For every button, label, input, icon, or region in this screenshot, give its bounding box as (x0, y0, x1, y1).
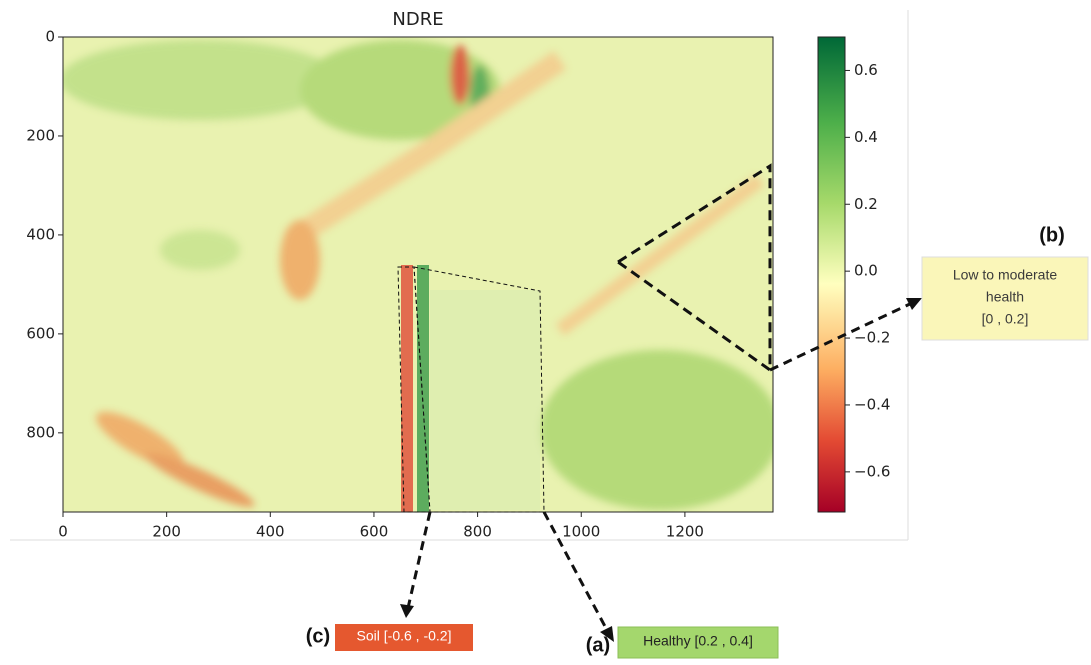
colorbar-tick-label: 0.2 (854, 195, 878, 213)
y-tick-label: 800 (26, 423, 55, 441)
page: {"chart_data": {"type": "image", "title"… (0, 0, 1091, 665)
annotation-tag: (b) (1039, 224, 1065, 246)
x-tick-label: 1200 (666, 523, 704, 541)
colorbar-tick-label: 0.6 (854, 61, 878, 79)
chart-title: NDRE (392, 9, 443, 30)
y-tick-label: 400 (26, 225, 55, 243)
annotation-tag: (c) (306, 625, 330, 647)
colorbar (818, 37, 845, 512)
x-tick-label: 200 (152, 523, 181, 541)
heatmap-image (60, 37, 780, 514)
y-tick-label: 200 (26, 126, 55, 144)
colorbar-tick-label: −0.2 (854, 329, 890, 347)
colorbar-tick-label: 0.0 (854, 262, 878, 280)
y-tick-label: 0 (45, 28, 55, 46)
annotation-tag: (a) (586, 634, 610, 656)
annotation-text: Low to moderate (953, 267, 1057, 283)
colorbar-tick-label: 0.4 (854, 128, 878, 146)
annotation-text: [0 , 0.2] (982, 311, 1029, 327)
colorbar-tick-label: −0.4 (854, 395, 890, 413)
annotation-text: health (986, 289, 1024, 305)
x-tick-label: 600 (360, 523, 389, 541)
x-tick-label: 400 (256, 523, 285, 541)
annotation-text: Healthy [0.2 , 0.4] (643, 633, 753, 649)
y-tick-label: 600 (26, 324, 55, 342)
x-tick-label: 0 (58, 523, 68, 541)
x-tick-label: 1000 (562, 523, 600, 541)
annotation-text: Soil [-0.6 , -0.2] (357, 628, 452, 644)
colorbar-tick-label: −0.6 (854, 462, 890, 480)
figure: NDRE 020040 (0, 0, 1091, 661)
x-tick-label: 800 (463, 523, 492, 541)
